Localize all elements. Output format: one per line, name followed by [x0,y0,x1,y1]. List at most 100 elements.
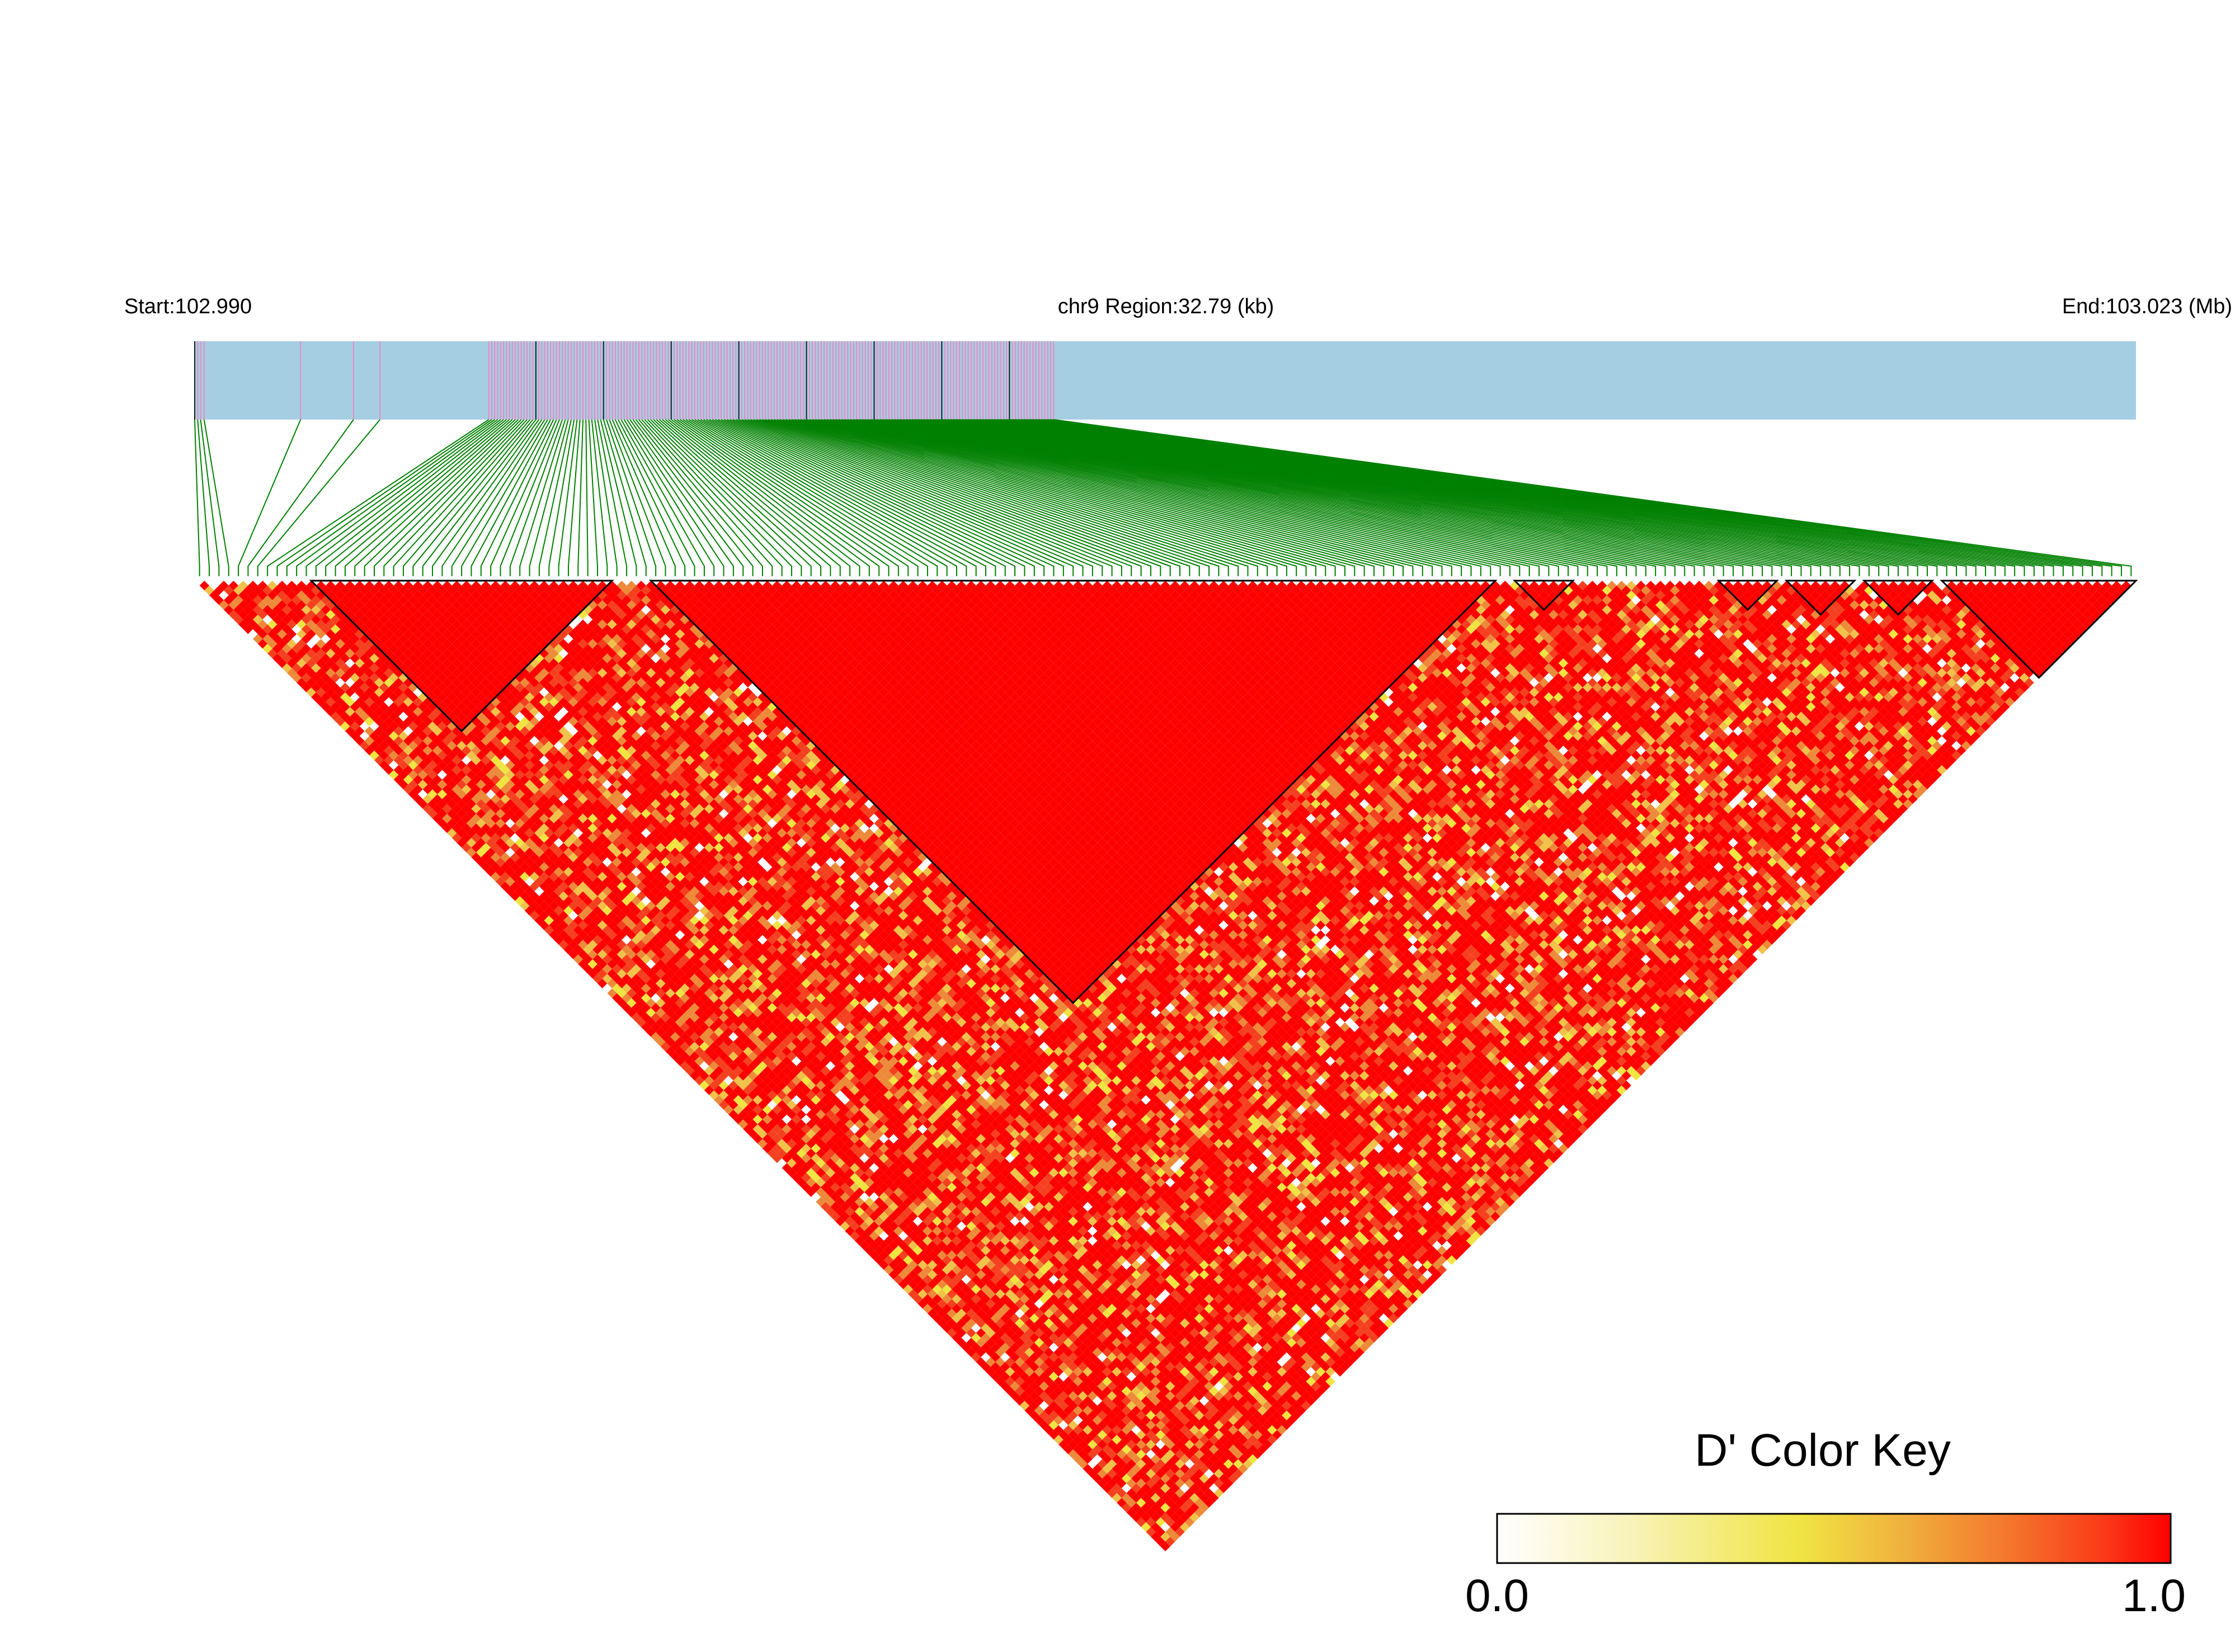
ld-cell [432,813,443,823]
ld-cell [462,843,472,853]
ld-cell [335,707,345,717]
ld-cell [617,988,627,999]
ld-cell [437,808,448,819]
region-label: chr9 Region:32.79 (kb) [1058,295,1274,318]
ld-cell [728,1090,738,1100]
ld-cell [316,677,326,688]
ld-cell [777,1148,787,1159]
snp-connector [480,419,554,576]
snp-connector [325,419,507,576]
ld-cell [816,1187,826,1197]
snp-connector [868,419,1521,576]
snp-connector [667,419,860,576]
snp-connector [653,419,812,576]
snp-connector [703,419,977,576]
ld-cell [1126,1498,1136,1508]
ld-cell [529,881,539,892]
ld-cell [689,1061,700,1071]
ld-cell [592,954,603,964]
snp-connector [886,419,1579,576]
ld-cell [607,988,617,999]
ld-cell [340,702,350,712]
ld-cell [801,1173,811,1183]
ld-cell [923,1303,933,1314]
ld-cell [728,1109,738,1119]
ld-cell [1029,1410,1039,1420]
snp-connector [926,419,1715,576]
ld-cell [291,643,302,654]
snp-connector [632,419,744,576]
ld-cell [995,1367,1005,1377]
snp-connector [906,419,1646,576]
ld-cell [389,760,399,770]
ld-cell [311,672,321,683]
ld-cell [335,716,345,727]
ld-cell [976,1357,986,1367]
ld-cell [874,1236,884,1246]
ld-cell [462,833,472,843]
snp-connector [756,419,1151,576]
snp-connector [286,419,495,576]
ld-cell [1141,1512,1151,1522]
ld-cell [961,1333,971,1343]
snp-connector [650,419,802,576]
ld-cell [825,1207,836,1217]
ld-cell [859,1231,869,1241]
ld-cell [301,663,312,673]
ld-cell [850,1211,860,1222]
ld-cell [495,848,506,858]
ld-cell [398,770,408,780]
ld-cell [772,1153,782,1163]
ld-cell [787,1158,797,1168]
ld-cell [398,750,408,760]
snp-connector [197,419,210,576]
snp-connector [1021,419,2025,576]
ld-cell [253,614,263,625]
ld-cell [379,731,389,741]
ld-cell [840,1202,850,1212]
ld-cell [1121,1493,1132,1503]
ld-cell [854,1226,865,1236]
ld-cell [481,852,491,863]
ld-cell [403,755,413,765]
ld-cell [403,784,413,794]
ld-cell [553,906,564,916]
ld-cell [355,716,365,727]
ld-cell [427,799,437,809]
snp-connector [597,419,628,576]
snp-connector [1053,419,2132,576]
snp-connector [712,419,1006,576]
snp-connector [856,419,1481,576]
ld-cell [917,1279,928,1289]
snp-connector [451,419,545,576]
ld-cell [374,726,384,736]
ld-cell [937,1309,947,1319]
snp-ticks [194,341,1055,420]
ld-cell [893,1255,904,1265]
snp-connector [879,419,1559,576]
ld-cell [500,872,510,882]
snp-connector [806,419,1316,576]
ld-cell [384,736,394,746]
snp-connector [891,419,1598,576]
snp-connector [818,419,1356,576]
ld-cell [952,1323,962,1333]
snp-connector [461,419,548,576]
snp-connector [1030,419,2054,576]
ld-cell [471,843,481,853]
snp-connector [706,419,987,576]
ld-cell [986,1347,996,1357]
snp-connector [470,419,552,576]
ld-cell [374,736,384,746]
ld-cell [1010,1372,1020,1382]
snp-connector [794,419,1278,576]
ld-cell [228,590,239,600]
snp-connector [944,419,1773,576]
ld-cell [704,1075,714,1086]
ld-cell [524,896,535,906]
snp-connector [771,419,1200,576]
snp-connector [930,419,1724,576]
ld-cell [1150,1512,1161,1522]
snp-connector [783,419,1239,576]
ld-cell [752,1124,763,1134]
